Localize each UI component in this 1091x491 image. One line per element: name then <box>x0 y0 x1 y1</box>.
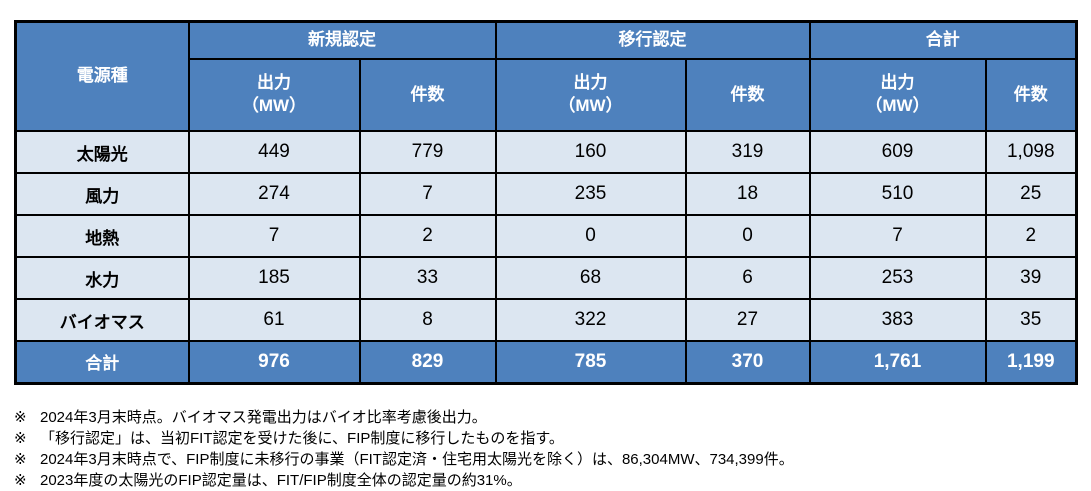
value-cell: 1,098 <box>984 130 1078 174</box>
value-cell: 18 <box>684 172 811 216</box>
footnote-line: ※ 2023年度の太陽光のFIP認定量は、FIT/FIP制度全体の認定量の約31%… <box>14 470 1091 491</box>
value-cell: 39 <box>984 256 1078 300</box>
value-cell: 0 <box>684 214 811 258</box>
row-label: 地熱 <box>14 214 190 258</box>
value-cell: 7 <box>187 214 361 258</box>
value-cell: 27 <box>684 298 811 342</box>
value-cell: 510 <box>808 172 987 216</box>
value-cell: 449 <box>187 130 361 174</box>
footnotes: ※ 2024年3月末時点。バイオマス発電出力はバイオ比率考慮後出力。 ※ 「移行認定」… <box>14 407 1091 491</box>
footnote-line: ※ 2024年3月末時点で、FIP制度に未移行の事業（FIT認定済・住宅用太陽光を… <box>14 449 1091 470</box>
value-cell: 61 <box>187 298 361 342</box>
value-cell: 6 <box>684 256 811 300</box>
value-cell: 383 <box>808 298 987 342</box>
header-output-transfer: 出力 （MW） <box>494 58 687 132</box>
footnote-marker: ※ <box>14 429 27 447</box>
fip-certification-table: 電源種 新規認定 移行認定 合計 出力 （MW） 件数 出力 （MW） 件数 出… <box>14 20 1078 385</box>
footnote-marker: ※ <box>14 450 27 468</box>
value-cell: 609 <box>808 130 987 174</box>
table-row: 太陽光 449 779 160 319 609 1,098 <box>14 130 1078 174</box>
table-row: バイオマス 61 8 322 27 383 35 <box>14 298 1078 342</box>
row-label: 水力 <box>14 256 190 300</box>
table-body: 太陽光 449 779 160 319 609 1,098 風力 274 7 235 18 510 25 地… <box>14 130 1078 384</box>
footnote-line: ※ 「移行認定」は、当初FIT認定を受けた後に、FIP制度に移行したものを指す。 <box>14 428 1091 449</box>
footnote-text: 2024年3月末時点。バイオマス発電出力はバイオ比率考慮後出力。 <box>40 408 487 426</box>
header-count-transfer: 件数 <box>684 58 811 132</box>
value-cell: 35 <box>984 298 1078 342</box>
value-cell: 7 <box>358 172 497 216</box>
row-label: 太陽光 <box>14 130 190 174</box>
row-label: バイオマス <box>14 298 190 342</box>
value-cell: 8 <box>358 298 497 342</box>
value-cell: 1,199 <box>984 340 1078 384</box>
value-cell: 0 <box>494 214 687 258</box>
value-cell: 25 <box>984 172 1078 216</box>
value-cell: 1,761 <box>808 340 987 384</box>
header-power-source: 電源種 <box>14 20 190 132</box>
footnote-text: 2023年度の太陽光のFIP認定量は、FIT/FIP制度全体の認定量の約31%。 <box>40 471 522 489</box>
row-label: 風力 <box>14 172 190 216</box>
table-row: 水力 185 33 68 6 253 39 <box>14 256 1078 300</box>
header-group-row: 電源種 新規認定 移行認定 合計 <box>14 20 1078 132</box>
header-group-new: 新規認定 <box>187 20 497 60</box>
header-count-total: 件数 <box>984 58 1078 132</box>
header-output-total: 出力 （MW） <box>808 58 987 132</box>
value-cell: 319 <box>684 130 811 174</box>
footnote-marker: ※ <box>14 471 27 489</box>
table-row: 風力 274 7 235 18 510 25 <box>14 172 1078 216</box>
value-cell: 274 <box>187 172 361 216</box>
value-cell: 976 <box>187 340 361 384</box>
header-sub-row: 出力 （MW） 件数 出力 （MW） 件数 出力 （MW） 件数 <box>16 58 1078 132</box>
header-output-new: 出力 （MW） <box>187 58 361 132</box>
value-cell: 785 <box>494 340 687 384</box>
footnote-text: 「移行認定」は、当初FIT認定を受けた後に、FIP制度に移行したものを指す。 <box>40 429 564 447</box>
value-cell: 779 <box>358 130 497 174</box>
value-cell: 7 <box>808 214 987 258</box>
value-cell: 68 <box>494 256 687 300</box>
table-total-row: 合計 976 829 785 370 1,761 1,199 <box>14 340 1078 384</box>
value-cell: 370 <box>684 340 811 384</box>
value-cell: 185 <box>187 256 361 300</box>
value-cell: 235 <box>494 172 687 216</box>
header-group-total: 合計 <box>808 20 1078 60</box>
value-cell: 829 <box>358 340 497 384</box>
value-cell: 2 <box>984 214 1078 258</box>
value-cell: 253 <box>808 256 987 300</box>
table-row: 地熱 7 2 0 0 7 2 <box>14 214 1078 258</box>
value-cell: 33 <box>358 256 497 300</box>
footnote-text: 2024年3月末時点で、FIP制度に未移行の事業（FIT認定済・住宅用太陽光を除… <box>40 450 794 468</box>
value-cell: 322 <box>494 298 687 342</box>
header-count-new: 件数 <box>358 58 497 132</box>
footnote-line: ※ 2024年3月末時点。バイオマス発電出力はバイオ比率考慮後出力。 <box>14 407 1091 428</box>
value-cell: 160 <box>494 130 687 174</box>
header-group-transfer: 移行認定 <box>494 20 811 60</box>
footnote-marker: ※ <box>14 408 27 426</box>
value-cell: 2 <box>358 214 497 258</box>
row-label: 合計 <box>14 340 190 384</box>
